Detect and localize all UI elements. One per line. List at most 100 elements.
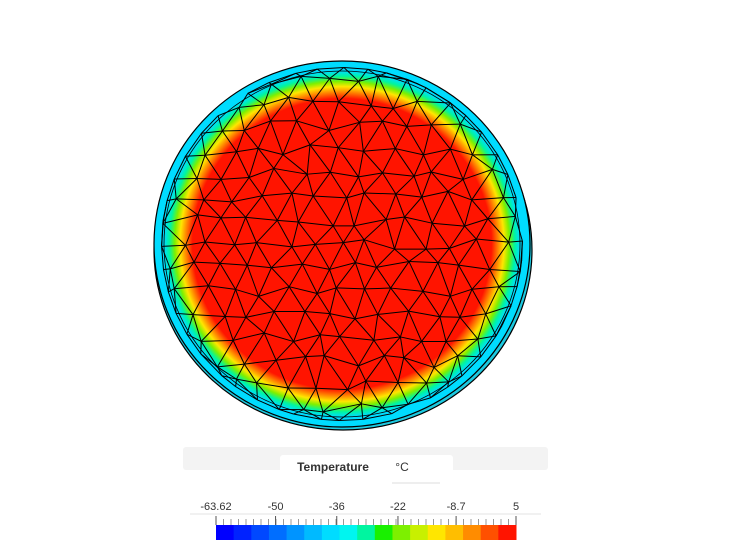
mesh-edge <box>271 267 290 288</box>
mesh-edge <box>394 126 408 149</box>
mesh-edge <box>363 239 377 268</box>
mesh-edge <box>245 195 263 218</box>
mesh-edge <box>408 291 424 312</box>
mesh-edge <box>471 197 504 201</box>
mesh-edge <box>220 151 238 180</box>
mesh-edge <box>449 296 461 318</box>
mesh-edge <box>307 171 331 175</box>
mesh-edge <box>246 265 260 297</box>
mesh-edge <box>167 268 171 292</box>
mesh-edge <box>276 192 293 221</box>
mesh-edge <box>293 311 306 342</box>
mesh-edge <box>338 81 359 103</box>
mesh-edge <box>238 107 245 131</box>
mesh-edge <box>384 355 404 359</box>
mesh-edge <box>403 357 435 368</box>
mesh-edge <box>477 335 497 340</box>
mesh-edge <box>174 285 209 290</box>
color-swatch <box>357 525 376 540</box>
mesh-edge <box>271 246 293 269</box>
mesh-edge <box>312 101 330 131</box>
mesh-edge <box>433 355 458 368</box>
mesh-edge <box>201 339 234 342</box>
mesh-edge <box>239 104 265 108</box>
mesh-edge <box>363 148 396 152</box>
mesh-edge <box>304 311 330 315</box>
legend-unit[interactable]: °C <box>395 460 409 474</box>
mesh-edge <box>258 296 275 312</box>
mesh-edge <box>503 197 516 217</box>
mesh-edge <box>193 241 206 263</box>
mesh-edge <box>433 367 450 383</box>
mesh-edge <box>487 197 504 220</box>
mesh-edge <box>220 201 233 219</box>
mesh-edge <box>309 144 331 173</box>
color-swatch <box>427 525 446 540</box>
mesh-edge <box>447 381 450 388</box>
mesh-edge <box>320 411 324 420</box>
mesh-edge <box>312 171 331 197</box>
mesh-edge <box>316 68 331 79</box>
mesh-edge <box>398 381 427 384</box>
mesh-edge <box>244 120 271 131</box>
mesh-edge <box>245 216 278 221</box>
mesh-edge <box>485 286 500 315</box>
mesh-edge <box>465 115 482 133</box>
mesh-edge <box>430 102 451 126</box>
mesh-edge <box>256 220 278 244</box>
mesh-edge <box>323 355 349 390</box>
mesh-edge <box>395 193 422 198</box>
mesh-edge <box>339 336 359 367</box>
mesh-edge <box>354 239 365 263</box>
mesh-edge <box>489 269 521 273</box>
mesh-edge <box>258 286 290 297</box>
mesh-edge <box>291 243 316 248</box>
mesh-edge <box>257 148 275 169</box>
mesh-edge <box>382 172 397 195</box>
mesh-edge <box>437 248 450 263</box>
mesh-edge <box>263 96 289 106</box>
mesh-edge <box>342 225 355 243</box>
mesh-edge <box>514 216 523 242</box>
mesh-edge <box>236 378 257 384</box>
mesh-edge <box>354 313 378 320</box>
mesh-edge <box>305 334 321 357</box>
mesh-edge <box>335 262 356 289</box>
mesh-edge <box>475 218 489 240</box>
mesh-edge <box>487 215 516 220</box>
mesh-edge <box>371 105 394 110</box>
mesh-edge <box>245 296 260 318</box>
mesh-edge <box>200 133 206 156</box>
tick-label: -50 <box>268 501 284 513</box>
mesh-edge <box>207 285 226 317</box>
mesh-edge <box>329 77 359 82</box>
mesh-edge <box>236 151 250 178</box>
mesh-edge <box>364 192 396 195</box>
mesh-edge <box>287 387 305 410</box>
mesh-edge <box>406 124 432 127</box>
mesh-edge <box>185 245 195 263</box>
mesh-edge <box>381 120 396 149</box>
mesh-edge <box>363 172 383 194</box>
mesh-edge <box>422 262 439 292</box>
mesh-edge <box>406 126 424 156</box>
mesh-edge <box>416 87 427 102</box>
mesh-edge <box>404 216 433 224</box>
mesh-edge <box>167 291 177 314</box>
mesh-edge <box>448 248 459 266</box>
mesh-edge <box>169 245 186 270</box>
mesh-edge <box>502 174 509 198</box>
model[interactable] <box>153 60 533 431</box>
mesh-edge <box>362 150 383 174</box>
mesh-edge <box>186 333 202 342</box>
mesh-edge <box>322 389 348 413</box>
mesh-edge <box>399 311 410 338</box>
mesh-edge <box>382 403 409 409</box>
mesh-edge <box>373 314 379 341</box>
mesh-edge <box>276 356 306 361</box>
color-swatch <box>463 525 482 540</box>
mesh-edge <box>400 336 422 342</box>
mesh-edge <box>197 214 206 243</box>
mesh-edge <box>303 387 317 410</box>
mesh-edge <box>216 366 223 376</box>
